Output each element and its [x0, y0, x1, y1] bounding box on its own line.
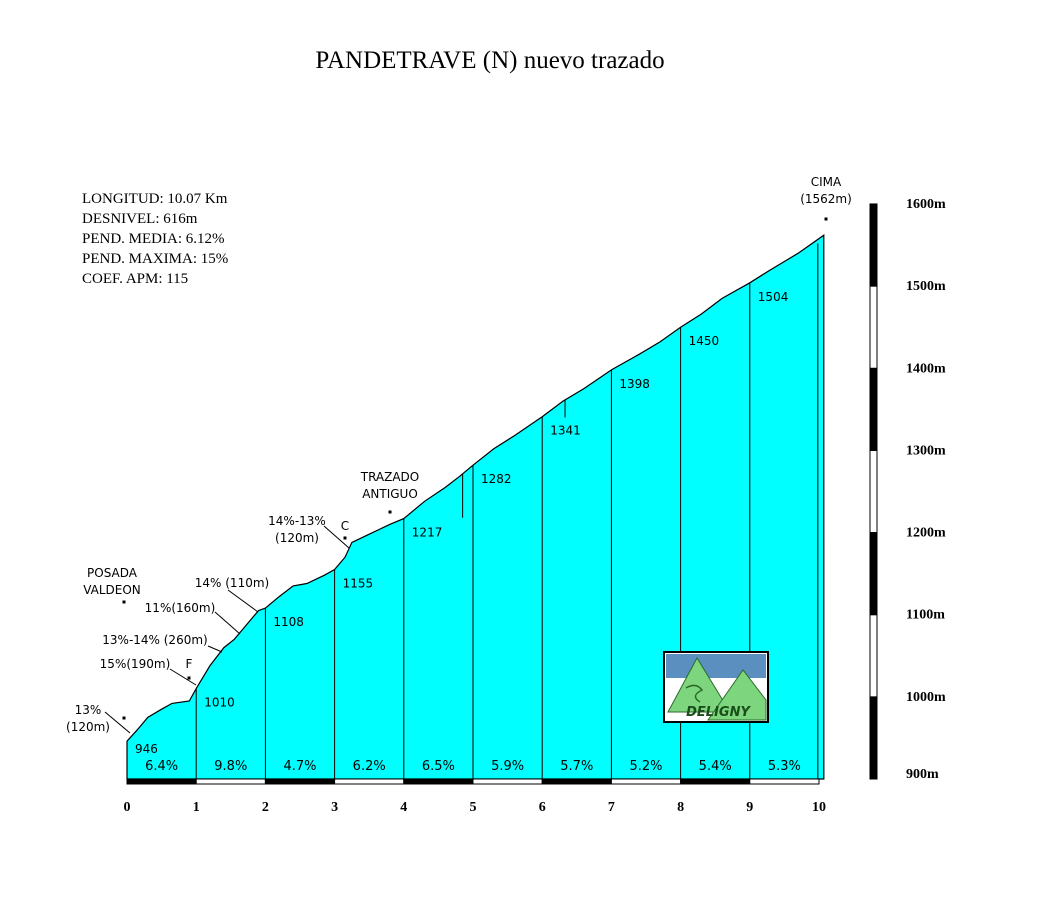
anno-13-14: 13%-14% (260m) — [102, 633, 207, 647]
scale-segment-2 — [869, 532, 878, 616]
annotations: CIMA (1562m) TRAZADO ANTIGUO 14%-13% (120m) C P… — [66, 175, 852, 734]
km-bar-4 — [403, 778, 474, 785]
anno-14-leader — [227, 589, 259, 613]
segment-gradient-7: 5.2% — [629, 759, 662, 774]
km-bar-9 — [749, 778, 820, 785]
km-elevation-label-9: 1504 — [758, 290, 789, 304]
scale-segment-0 — [869, 696, 878, 780]
anno-15: 15%(190m) — [100, 657, 171, 671]
x-tick-label-10: 10 — [812, 800, 826, 815]
logo-text: DELIGNY — [686, 705, 751, 720]
elevation-scale: 900m 1000m 1100m 1200m 1300m 1400m 1500m 1600m — [869, 197, 946, 782]
anno-grad-c-leader — [323, 525, 350, 549]
y-tick-label-3: 1200m — [906, 526, 946, 541]
km-bar-2 — [264, 778, 336, 785]
anno-cima-marker — [824, 217, 828, 221]
anno-old-road-line-0: TRAZADO — [360, 470, 420, 484]
km-bar-5 — [472, 778, 543, 785]
scale-segment-4 — [869, 367, 878, 451]
profile-area — [126, 234, 825, 780]
x-tick-label-0: 0 — [124, 800, 131, 815]
y-tick-label-4: 1300m — [906, 443, 946, 458]
km-bar-7 — [610, 778, 682, 785]
anno-11-leader — [214, 611, 241, 635]
km-elevation-label-1: 1010 — [204, 696, 235, 710]
anno-posada-line-0: POSADA — [87, 566, 138, 580]
anno-13-14-leader — [207, 645, 223, 653]
anno-f-marker — [187, 676, 191, 680]
x-tick-label-7: 7 — [608, 800, 615, 815]
y-tick-label-5: 1400m — [906, 361, 946, 376]
segment-gradient-5: 5.9% — [491, 759, 524, 774]
stat-apm-coef: COEF. APM: 115 — [82, 271, 188, 287]
km-bar-3 — [334, 778, 405, 785]
deligny-logo: DELIGNY — [663, 651, 769, 723]
anno-c-label: C — [341, 519, 349, 533]
km-elevation-label-4: 1217 — [412, 526, 443, 540]
anno-13-leader — [104, 711, 131, 734]
scale-segment-3 — [869, 449, 878, 534]
km-axis: 0 1 2 3 4 5 6 7 8 9 10 — [124, 778, 826, 815]
km-bar-1 — [195, 778, 266, 785]
anno-old-road-marker — [388, 510, 392, 514]
segment-gradient-2: 4.7% — [283, 759, 316, 774]
anno-old-road-line-1: ANTIGUO — [362, 487, 418, 501]
anno-15-leader — [169, 668, 197, 686]
km-elevation-label-6: 1341 — [550, 424, 581, 438]
anno-grad-c-line-1: (120m) — [275, 531, 319, 545]
stat-length: LONGITUD: 10.07 Km — [82, 191, 228, 207]
km-elevation-label-0: 946 — [135, 742, 158, 756]
stat-max-gradient: PEND. MAXIMA: 15% — [82, 251, 228, 267]
x-tick-label-4: 4 — [400, 800, 407, 815]
anno-13-line-1: (120m) — [66, 720, 110, 734]
x-tick-label-6: 6 — [539, 800, 546, 815]
km-bar-0 — [126, 778, 197, 785]
x-tick-label-5: 5 — [470, 800, 477, 815]
scale-segment-6 — [869, 203, 878, 287]
anno-c-marker — [343, 536, 347, 540]
stats-block: LONGITUD: 10.07 Km DESNIVEL: 616m PEND. … — [82, 191, 228, 287]
y-tick-label-0: 900m — [906, 767, 939, 782]
km-bar-6 — [541, 778, 612, 785]
km-elevation-label-3: 1155 — [343, 577, 374, 591]
y-tick-label-7: 1600m — [906, 197, 946, 212]
anno-f-label: F — [186, 657, 193, 671]
x-tick-label-8: 8 — [677, 800, 684, 815]
segment-gradient-3: 6.2% — [353, 759, 386, 774]
x-tick-label-2: 2 — [262, 800, 269, 815]
segment-gradient-4: 6.5% — [422, 759, 455, 774]
anno-13-line-0: 13% — [75, 703, 102, 717]
stat-elevation-gain: DESNIVEL: 616m — [82, 211, 198, 227]
x-tick-label-1: 1 — [193, 800, 200, 815]
scale-segment-1 — [869, 614, 878, 698]
anno-cima-line-0: CIMA — [811, 175, 842, 189]
km-elevation-label-2: 1108 — [273, 615, 304, 629]
km-elevation-label-5: 1282 — [481, 472, 512, 486]
km-elevation-label-7: 1398 — [619, 377, 650, 391]
y-tick-label-1: 1000m — [906, 690, 946, 705]
anno-grad-c-line-0: 14%-13% — [268, 514, 326, 528]
anno-posada-marker — [122, 600, 126, 604]
anno-11: 11%(160m) — [145, 601, 216, 615]
segment-gradient-9: 5.3% — [768, 759, 801, 774]
y-tick-label-2: 1100m — [906, 608, 945, 623]
anno-13-marker — [122, 716, 126, 720]
chart-title: PANDETRAVE (N) nuevo trazado — [315, 47, 664, 74]
km-elevation-label-8: 1450 — [689, 334, 720, 348]
anno-posada-line-1: VALDEON — [83, 583, 141, 597]
y-tick-label-6: 1500m — [906, 279, 946, 294]
km-bar-8 — [680, 778, 751, 785]
anno-14: 14% (110m) — [195, 576, 269, 590]
x-tick-label-3: 3 — [331, 800, 338, 815]
segment-gradient-6: 5.7% — [560, 759, 593, 774]
segment-gradient-1: 9.8% — [214, 759, 247, 774]
segment-gradient-0: 6.4% — [145, 759, 178, 774]
anno-cima-line-1: (1562m) — [800, 192, 852, 206]
x-tick-label-9: 9 — [746, 800, 753, 815]
stat-avg-gradient: PEND. MEDIA: 6.12% — [82, 231, 225, 247]
segment-gradient-8: 5.4% — [699, 759, 732, 774]
scale-segment-5 — [869, 285, 878, 369]
